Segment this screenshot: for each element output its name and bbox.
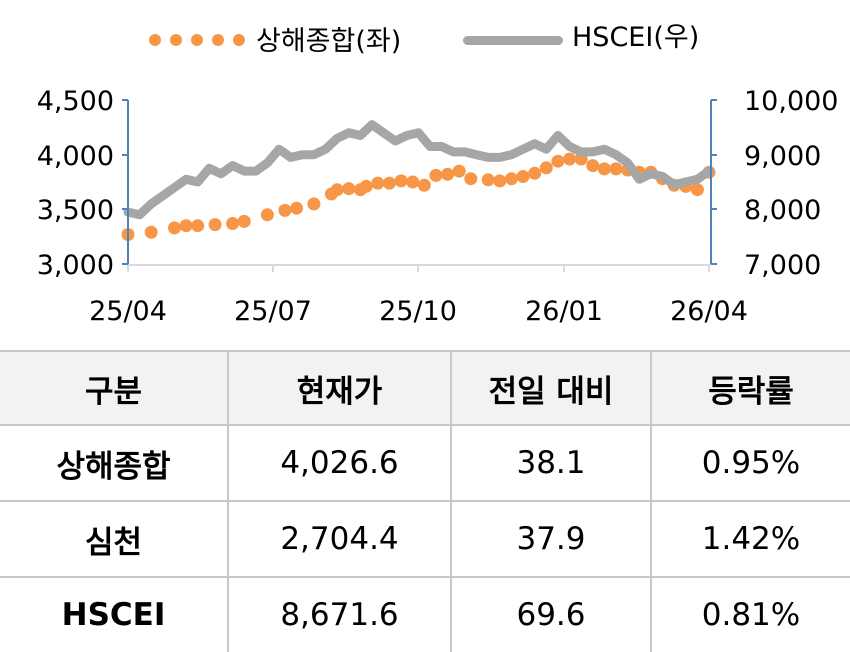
row-label: 상해종합: [0, 424, 229, 502]
right-tick-labels: 10,000 9,000 8,000 7,000: [744, 86, 838, 281]
right-tick: 9,000: [744, 141, 821, 172]
x-axis: [127, 264, 711, 272]
row-price: 2,704.4: [227, 500, 452, 578]
x-tick: 26/04: [670, 296, 748, 327]
row-change-rate: 1.42%: [650, 500, 850, 578]
row-change: 37.9: [450, 500, 652, 578]
right-tick: 7,000: [744, 250, 821, 281]
row-price: 4,026.6: [227, 424, 452, 502]
row-change-rate: 0.95%: [650, 424, 850, 502]
index-line-chart: 상해종합(좌) 4,500 4,000 3,500 3,000 10,000 9: [37, 26, 839, 327]
row-label: 심천: [0, 500, 229, 578]
table-row: 심천 2,704.4 37.9 1.42%: [0, 500, 850, 578]
header-price: 현재가: [227, 350, 452, 426]
x-tick: 25/07: [234, 296, 312, 327]
table-header-row: 구분 현재가 전일 대비 등락률: [0, 350, 850, 426]
x-tick: 25/10: [379, 296, 457, 327]
legend-label-hscei-wrap: HSCEI(우): [572, 20, 699, 56]
header-category: 구분: [0, 350, 229, 426]
row-price: 8,671.6: [227, 576, 452, 652]
row-change: 38.1: [450, 424, 652, 502]
header-change: 전일 대비: [450, 350, 652, 426]
row-label: HSCEI: [0, 576, 229, 652]
x-tick-labels: 25/04 25/07 25/10 26/01 26/04: [89, 296, 748, 327]
plot-area: [121, 120, 716, 241]
shanghai-dots: [121, 152, 716, 241]
legend-line-hscei-icon: [463, 36, 563, 45]
legend-label-shanghai: 상해종합(좌): [256, 26, 401, 57]
legend-label-hscei: HSCEI(우): [572, 22, 700, 53]
x-tick: 25/04: [89, 296, 167, 327]
row-change-rate: 0.81%: [650, 576, 850, 652]
hscei-line: [123, 120, 714, 220]
left-tick: 3,500: [37, 195, 114, 226]
legend: 상해종합(좌): [149, 26, 401, 57]
index-table: 구분 현재가 전일 대비 등락률 상해종합 4,026.6 38.1 0.95%…: [0, 350, 850, 652]
right-tick: 8,000: [744, 195, 821, 226]
header-change-rate: 등락률: [650, 350, 850, 426]
table-row: HSCEI 8,671.6 69.6 0.81%: [0, 576, 850, 652]
x-tick: 26/01: [525, 296, 603, 327]
left-axis: [122, 99, 129, 265]
right-tick: 10,000: [744, 86, 838, 117]
row-change: 69.6: [450, 576, 652, 652]
left-tick: 4,000: [37, 141, 114, 172]
left-tick: 3,000: [37, 250, 114, 281]
legend-marker-shanghai-icon: [149, 34, 245, 46]
left-tick: 4,500: [37, 86, 114, 117]
right-axis: [710, 99, 717, 265]
left-tick-labels: 4,500 4,000 3,500 3,000: [37, 86, 114, 281]
table-row: 상해종합 4,026.6 38.1 0.95%: [0, 424, 850, 502]
